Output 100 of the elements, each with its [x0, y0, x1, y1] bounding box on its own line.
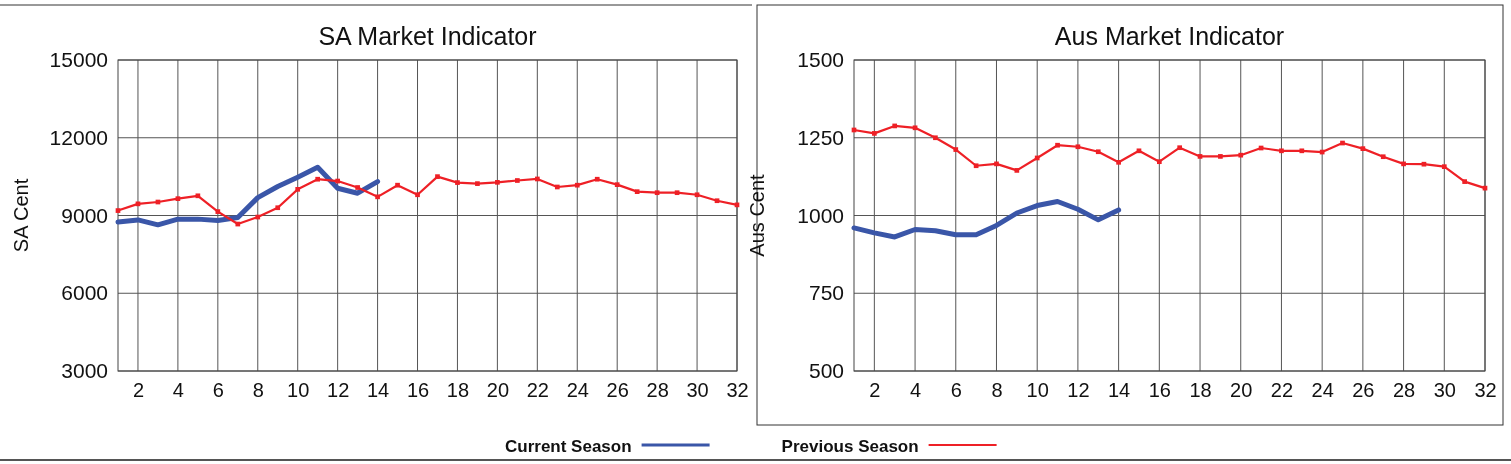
y-tick-label: 1250: [797, 125, 844, 149]
point: [1319, 149, 1325, 155]
point: [435, 174, 440, 179]
point: [1177, 145, 1183, 151]
point: [1380, 154, 1386, 160]
x-tick-label: 8: [252, 379, 264, 402]
point: [1014, 168, 1020, 173]
point: [1116, 159, 1121, 165]
point: [255, 214, 261, 220]
point: [994, 161, 999, 167]
x-tick-label: 14: [366, 379, 390, 402]
point: [554, 184, 560, 190]
x-tick-label: 20: [1230, 379, 1253, 402]
point: [415, 192, 420, 198]
point: [1421, 161, 1427, 167]
x-tick-label: 20: [486, 379, 510, 402]
x-tick-label: 16: [1148, 379, 1171, 402]
y-tick-label: 15000: [49, 48, 108, 72]
point: [175, 196, 181, 201]
point: [1218, 154, 1223, 159]
point: [515, 178, 520, 183]
point: [135, 201, 141, 207]
point: [195, 193, 201, 199]
legend-label: Previous Season: [781, 437, 919, 456]
point: [953, 147, 959, 152]
x-tick-label: 2: [132, 379, 145, 402]
point: [1034, 155, 1040, 161]
point: [933, 135, 938, 141]
point: [1340, 140, 1345, 146]
x-tick-label: 4: [172, 379, 184, 402]
chart-title: SA Market Indicator: [318, 22, 537, 50]
point: [714, 198, 720, 204]
point: [475, 181, 480, 186]
x-tick-label: 18: [446, 379, 470, 402]
point: [375, 194, 380, 200]
point: [315, 176, 321, 182]
x-tick-label: 4: [910, 379, 922, 402]
point: [215, 209, 221, 214]
point: [395, 182, 400, 188]
point: [455, 180, 460, 185]
x-tick-label: 32: [1474, 379, 1497, 402]
y-tick-label: 1500: [797, 48, 844, 72]
chart-title: Aus Market Indicator: [1054, 22, 1285, 50]
point: [1462, 179, 1467, 184]
x-tick-label: 6: [950, 379, 962, 402]
x-tick-label: 26: [606, 379, 629, 402]
point: [1401, 161, 1406, 167]
point: [1299, 148, 1305, 154]
x-tick-label: 6: [212, 379, 224, 402]
point: [1197, 154, 1203, 159]
x-tick-label: 16: [406, 379, 430, 402]
point: [534, 176, 540, 182]
x-tick-label: 32: [726, 379, 749, 402]
y-tick-label: 9000: [61, 203, 108, 227]
point: [574, 182, 580, 188]
x-tick-label: 22: [1270, 379, 1294, 402]
y-tick-label: 12000: [49, 125, 108, 149]
point: [1055, 142, 1060, 148]
point: [235, 221, 241, 227]
x-tick-label: 24: [1311, 379, 1334, 402]
x-tick-label: 18: [1189, 379, 1212, 402]
x-tick-label: 28: [646, 379, 669, 402]
point: [1156, 159, 1162, 165]
point: [355, 185, 360, 190]
y-tick-label: 3000: [61, 359, 108, 383]
point: [872, 131, 877, 136]
point: [654, 190, 660, 196]
point: [1136, 148, 1142, 154]
point: [1279, 148, 1284, 154]
point: [973, 163, 979, 169]
point: [1441, 164, 1447, 170]
point: [115, 208, 121, 213]
point: [1238, 152, 1244, 158]
x-tick-label: 30: [1433, 379, 1456, 402]
x-tick-label: 28: [1392, 379, 1416, 402]
x-tick-label: 14: [1107, 379, 1131, 402]
x-tick-label: 8: [991, 379, 1003, 402]
y-tick-label: 500: [808, 359, 844, 383]
point: [1360, 146, 1366, 151]
point: [495, 179, 500, 185]
x-tick-label: 26: [1352, 379, 1375, 402]
x-tick-label: 10: [287, 379, 310, 402]
x-tick-label: 10: [1026, 379, 1049, 402]
point: [614, 182, 620, 187]
point: [275, 205, 281, 211]
point: [1095, 149, 1101, 155]
y-axis-title: Aus Cent: [746, 173, 768, 257]
point: [295, 186, 301, 192]
y-tick-label: 1000: [797, 203, 844, 227]
point: [634, 189, 640, 194]
point: [892, 123, 898, 129]
point: [335, 178, 340, 184]
legend-label: Current Season: [505, 437, 632, 456]
x-tick-label: 2: [869, 379, 881, 402]
point: [694, 192, 700, 198]
x-tick-label: 24: [566, 379, 589, 402]
y-tick-label: 6000: [61, 281, 108, 305]
x-tick-label: 12: [1067, 379, 1090, 402]
point: [594, 176, 600, 182]
y-axis-title: SA Cent: [10, 178, 32, 253]
